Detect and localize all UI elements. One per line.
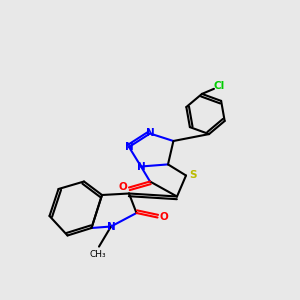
- Text: Cl: Cl: [214, 81, 225, 92]
- Text: N: N: [146, 128, 154, 139]
- Text: O: O: [118, 182, 127, 193]
- Text: S: S: [189, 170, 196, 181]
- Text: N: N: [136, 161, 146, 172]
- Text: O: O: [160, 212, 169, 223]
- Text: N: N: [124, 142, 134, 152]
- Text: N: N: [106, 221, 116, 232]
- Text: CH₃: CH₃: [89, 250, 106, 259]
